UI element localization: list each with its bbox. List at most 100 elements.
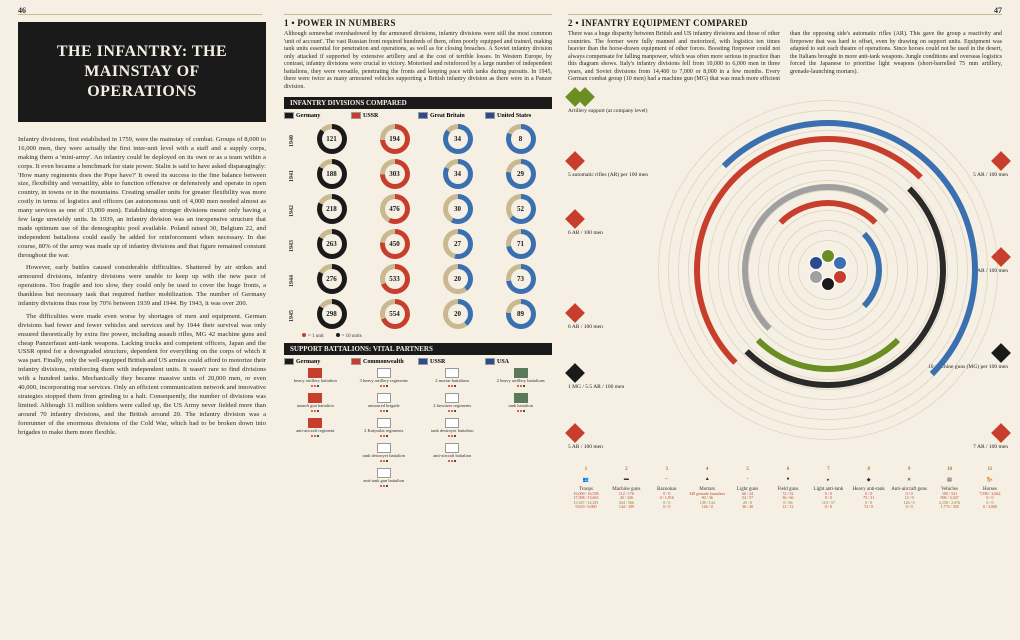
section1-heading: 1 • POWER IN NUMBERS — [284, 18, 552, 28]
support-cell: anti-aircraft regiment — [284, 418, 347, 439]
radial-center — [806, 248, 850, 292]
donut: 73 — [506, 264, 536, 294]
support-cell: tank destroyer battalion — [421, 418, 484, 439]
support-country: USA — [485, 358, 552, 365]
donut: 263 — [317, 229, 347, 259]
equipment-col: 10▤Vehicles100 / 541906 / 3,3472,158 / 2… — [932, 467, 968, 510]
callout-ar6: 6 AR / 100 men — [568, 306, 603, 330]
donut: 218 — [317, 194, 347, 224]
country-header-row: GermanyUSSRGreat BritainUnited States — [284, 112, 552, 119]
support-cell: assault gun battalion — [284, 393, 347, 414]
donut: 450 — [380, 229, 410, 259]
year-row: 19422184763052 — [284, 192, 552, 226]
year-row: 19442765332073 — [284, 262, 552, 296]
divisions-band: INFANTRY DIVISIONS COMPARED — [284, 97, 552, 109]
country-col: Germany — [284, 112, 351, 119]
donut: 29 — [506, 159, 536, 189]
support-cell — [284, 468, 347, 489]
callout-ar5c: 5 AR / 100 men — [568, 426, 603, 450]
callout-mg1: 1 MG / 5.5 AR / 100 men — [568, 366, 624, 390]
country-flag-dot — [833, 256, 847, 270]
donut: 194 — [380, 124, 410, 154]
callout-artillery: Artillery support (at company level) — [568, 90, 647, 114]
section1-intro: Although somewhat overshadowed by the ar… — [284, 31, 552, 91]
callout-ar5b: 5 AR / 100 men — [973, 154, 1008, 178]
donut: 121 — [317, 124, 347, 154]
radial-chart-zone: Artillery support (at company level) 5 a… — [568, 90, 1008, 510]
body-text: Infantry divisions, first established in… — [18, 136, 266, 437]
year-row: 19452985542089 — [284, 297, 552, 331]
support-cell: 3 heavy artillery regiments — [353, 368, 416, 389]
equipment-col: 8◆Heavy anti-tank0 / 075 / 310 / 072 / 0 — [851, 467, 887, 510]
donut: 89 — [506, 299, 536, 329]
support-cell: tank destroyer battalion — [353, 443, 416, 464]
country-flag-dot — [809, 270, 823, 284]
divisions-table: 1940121194348194118830334291942218476305… — [284, 122, 552, 331]
country-col: Great Britain — [418, 112, 485, 119]
equipment-col: 5◦Light guns66 / 2454 / 5720 / 036 / 40 — [730, 467, 766, 510]
equipment-col: 9✕Anti-aircraft guns0 / 012 / 0126 / 00 … — [891, 467, 927, 510]
country-flag-dot — [809, 256, 823, 270]
body-paragraph: Infantry divisions, first established in… — [18, 136, 266, 260]
equipment-col: 4▲Mortars340 grenade launchers90 / 36138… — [689, 467, 725, 510]
donut: 30 — [443, 194, 473, 224]
support-cell: tank battalion — [490, 393, 553, 414]
support-cell — [421, 468, 484, 489]
country-col: USSR — [351, 112, 418, 119]
support-cell — [490, 443, 553, 464]
support-cell: heavy artillery battalion — [284, 368, 347, 389]
support-band: SUPPORT BATTALIONS: VITAL PARTNERS — [284, 343, 552, 355]
radial-chart — [658, 100, 998, 440]
equipment-icon-row: 1👥Troops16,000 / 16,53817,398 / 13,66315… — [568, 467, 1008, 510]
donut: 71 — [506, 229, 536, 259]
equipment-col: 1👥Troops16,000 / 16,53817,398 / 13,66315… — [568, 467, 604, 510]
top-rule — [18, 14, 262, 15]
donut: 533 — [380, 264, 410, 294]
unit-legend: = 1 unit = 10 units — [302, 333, 552, 339]
equipment-col: 3⌐Bazookas0 / 00 / 1,9160 / 00 / 0 — [649, 467, 685, 510]
donut: 554 — [380, 299, 410, 329]
year-row: 1940121194348 — [284, 122, 552, 156]
support-cell: 2 heavy artillery battalions — [490, 368, 553, 389]
top-rule — [568, 14, 1002, 15]
support-cell: anti-aircraft battalion — [421, 443, 484, 464]
support-country: Commonwealth — [351, 358, 418, 365]
donut: 188 — [317, 159, 347, 189]
donut: 52 — [506, 194, 536, 224]
donut: 20 — [443, 264, 473, 294]
equipment-col: 7▸Light anti-tank0 / 00 / 0110 / 570 / 0 — [810, 467, 846, 510]
support-cell — [284, 443, 347, 464]
support-cell: 2 howitzer regiments — [421, 393, 484, 414]
donut: 34 — [443, 159, 473, 189]
support-cell: 2 mortar battalions — [421, 368, 484, 389]
callout-ar5: 5 automatic rifles (AR) per 100 men — [568, 154, 648, 178]
right-page: 47 2 • INFANTRY EQUIPMENT COMPARED There… — [560, 0, 1020, 640]
donut: 298 — [317, 299, 347, 329]
donut: 20 — [443, 299, 473, 329]
support-country: Germany — [284, 358, 351, 365]
body-paragraph: However, early battles caused considerab… — [18, 264, 266, 308]
left-page: 46 THE INFANTRY: THE MAINSTAY OF OPERATI… — [0, 0, 280, 640]
equipment-col: 11🐎Horses7,930 / 4,6620 / 00 / 00 / 3,00… — [972, 467, 1008, 510]
support-cell: anti-tank gun battalion — [353, 468, 416, 489]
title-block: THE INFANTRY: THE MAINSTAY OF OPERATIONS — [18, 22, 266, 122]
top-rule — [284, 14, 552, 15]
country-flag-dot — [833, 270, 847, 284]
section2-heading: 2 • INFANTRY EQUIPMENT COMPARED — [568, 18, 1002, 28]
main-title: THE INFANTRY: THE MAINSTAY OF OPERATIONS — [34, 42, 250, 102]
callout-ar7: 7 AR / 100 men — [973, 426, 1008, 450]
donut: 303 — [380, 159, 410, 189]
donut: 8 — [506, 124, 536, 154]
year-row: 19411883033429 — [284, 157, 552, 191]
year-row: 19432634502771 — [284, 227, 552, 261]
support-grid: heavy artillery battalion 3 heavy artille… — [284, 368, 552, 489]
donut: 276 — [317, 264, 347, 294]
support-country: USSR — [418, 358, 485, 365]
body-paragraph: The difficulties were made even worse by… — [18, 313, 266, 437]
donut: 476 — [380, 194, 410, 224]
donut: 27 — [443, 229, 473, 259]
section2-intro: There was a huge disparity between Briti… — [568, 31, 1002, 84]
support-country-row: GermanyCommonwealthUSSRUSA — [284, 358, 552, 365]
support-cell: armoured brigade — [353, 393, 416, 414]
callout-ar6-top: 6 AR / 100 men — [568, 212, 603, 236]
